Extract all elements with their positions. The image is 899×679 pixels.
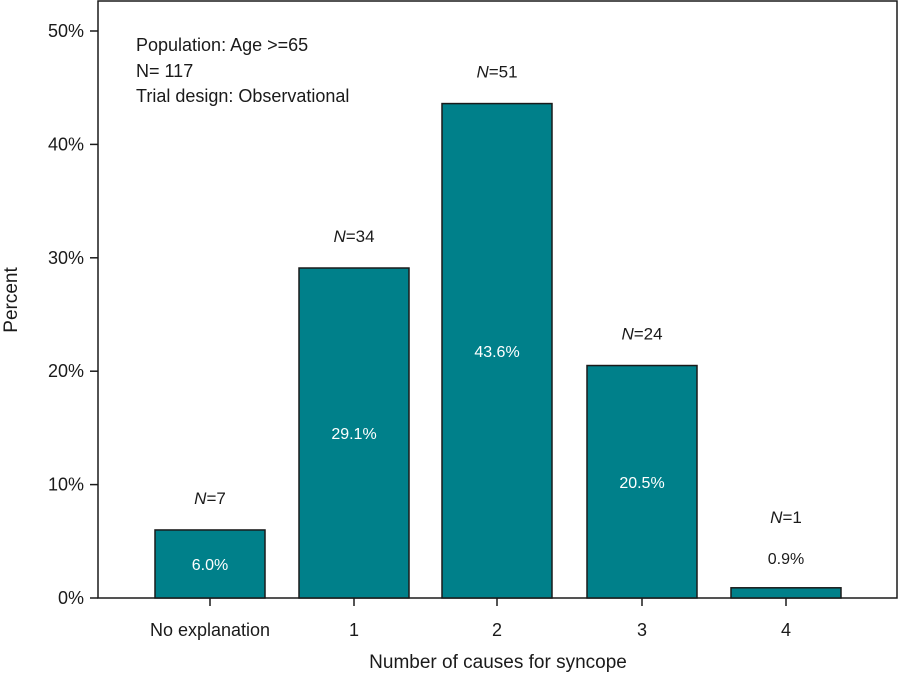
value-label: 6.0% (192, 557, 228, 574)
y-axis-title: Percent (1, 267, 22, 333)
x-tick-label: 4 (781, 620, 791, 640)
y-tick-label: 20% (48, 361, 84, 381)
bar (586, 364, 698, 599)
annotation-population: Population: Age >=65 (136, 35, 308, 55)
annotation-trial-design: Trial design: Observational (136, 86, 349, 106)
n-count-label: N=1 (770, 508, 802, 527)
x-axis-title: Number of causes for syncope (369, 652, 627, 673)
value-label: 0.9% (768, 551, 804, 568)
bar (441, 102, 553, 599)
n-count-label: N=51 (476, 63, 517, 82)
bar (298, 267, 410, 599)
y-tick-label: 50% (48, 21, 84, 41)
y-tick-label: 10% (48, 475, 84, 495)
annotation-n-total: N= 117 (136, 61, 193, 81)
bar-labels-layer: N=7 6.0% N=34 29.1% N=51 43.6% N=24 20.5% N=1 0.9… (192, 63, 804, 574)
value-label: 43.6% (474, 344, 519, 361)
x-tick-label: No explanation (150, 620, 270, 640)
n-count-label: N=7 (194, 489, 226, 508)
bars-layer (154, 102, 842, 599)
n-count-label: N=24 (621, 325, 662, 344)
x-tick-label: 3 (637, 620, 647, 640)
annotation-box: Population: Age >=65 N= 117 Trial design… (136, 35, 349, 106)
x-tick-label: 2 (492, 620, 502, 640)
n-count-label: N=34 (333, 227, 374, 246)
value-label: 29.1% (331, 426, 376, 443)
x-axis: No explanation 1 2 3 4 (150, 598, 791, 640)
value-label: 20.5% (619, 475, 664, 492)
y-tick-label: 40% (48, 134, 84, 154)
x-tick-label: 1 (349, 620, 359, 640)
bar (730, 587, 842, 599)
y-tick-label: 0% (58, 588, 84, 608)
y-axis: 0% 10% 20% 30% 40% 50% (48, 21, 98, 608)
y-tick-label: 30% (48, 248, 84, 268)
